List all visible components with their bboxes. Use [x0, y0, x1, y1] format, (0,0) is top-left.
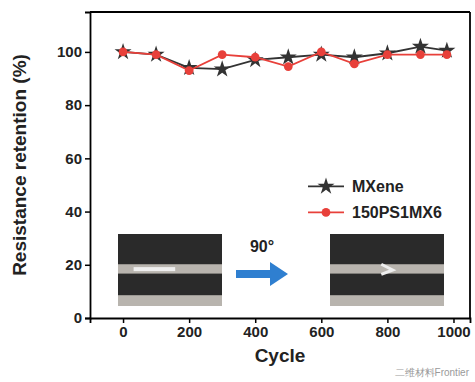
- series-marker: [185, 66, 194, 75]
- y-tick-label: 60: [65, 150, 82, 167]
- y-axis-line: [85, 13, 91, 319]
- y-tick: 60: [65, 150, 90, 167]
- x-tick: 0: [119, 318, 127, 340]
- x-tick: 200: [177, 318, 202, 340]
- series-marker: [251, 53, 260, 62]
- legend-item: 150PS1MX6: [308, 204, 442, 221]
- legend-item: MXene: [308, 177, 404, 195]
- series-marker: [284, 62, 293, 71]
- arrow: [236, 262, 288, 286]
- x-tick-label: 200: [177, 323, 202, 340]
- legend-marker: [317, 177, 334, 193]
- series-marker: [416, 50, 425, 59]
- series-marker: [115, 43, 132, 59]
- x-axis-line: [91, 319, 471, 324]
- y-tick: 80: [65, 96, 90, 113]
- x-tick-label: 600: [309, 323, 334, 340]
- inset-photo: [330, 234, 444, 306]
- x-tick-label: 0: [119, 323, 127, 340]
- y-tick: 40: [65, 203, 90, 220]
- y-tick-mark: [85, 52, 90, 54]
- series-marker: [350, 60, 359, 69]
- y-tick-label: 100: [57, 43, 82, 60]
- y-tick-label: 20: [65, 256, 82, 273]
- series-marker: [214, 60, 231, 76]
- y-tick: 20: [65, 256, 90, 273]
- chart: 0 200 400 600 800 1000 0 20 40 60 80 100 90° MXene 150…: [0, 0, 475, 382]
- y-axis: 0 20 40 60 80 100: [57, 13, 91, 327]
- y-tick-label: 40: [65, 203, 82, 220]
- series-line: [123, 52, 447, 71]
- frame-right: [469, 12, 471, 318]
- x-tick: 600: [309, 318, 334, 340]
- legend-label: 150PS1MX6: [352, 204, 442, 221]
- y-tick: 100: [57, 43, 90, 60]
- x-tick-label: 800: [375, 323, 400, 340]
- legend: MXene 150PS1MX6: [308, 177, 442, 221]
- y-tick-mark: [85, 105, 90, 107]
- x-tick-label: 1000: [437, 323, 470, 340]
- series-marker: [152, 50, 161, 59]
- series-marker: [383, 50, 392, 59]
- watermark: 二维材料Frontier: [395, 367, 470, 378]
- series-marker: [218, 50, 227, 59]
- inset-photo: [118, 234, 222, 306]
- legend-marker: [322, 208, 331, 217]
- y-tick: 0: [74, 309, 90, 326]
- series-marker: [119, 48, 128, 57]
- y-tick-mark: [85, 318, 90, 320]
- y-tick-label: 80: [65, 96, 82, 113]
- frame-top: [90, 11, 470, 13]
- x-axis-title: Cycle: [255, 345, 306, 366]
- x-tick: 400: [243, 318, 268, 340]
- series-marker: [280, 48, 297, 64]
- y-tick-mark: [85, 211, 90, 213]
- y-tick-mark: [85, 265, 90, 267]
- y-tick-label: 0: [74, 309, 82, 326]
- x-tick: 800: [375, 318, 400, 340]
- legend-label: MXene: [352, 178, 404, 195]
- y-axis-title: Resistance retention (%): [9, 54, 30, 276]
- series-group: [115, 38, 456, 77]
- plot: 0 200 400 600 800 1000 0 20 40 60 80 100 90° MXene 150…: [57, 12, 471, 340]
- series-marker: [379, 44, 396, 60]
- annotation: 90°: [250, 238, 274, 255]
- x-tick-label: 400: [243, 323, 268, 340]
- x-tick: 1000: [437, 318, 470, 340]
- series-marker: [442, 50, 451, 59]
- x-axis: 0 200 400 600 800 1000: [91, 318, 471, 340]
- series-marker: [317, 48, 326, 57]
- y-tick-mark: [85, 158, 90, 160]
